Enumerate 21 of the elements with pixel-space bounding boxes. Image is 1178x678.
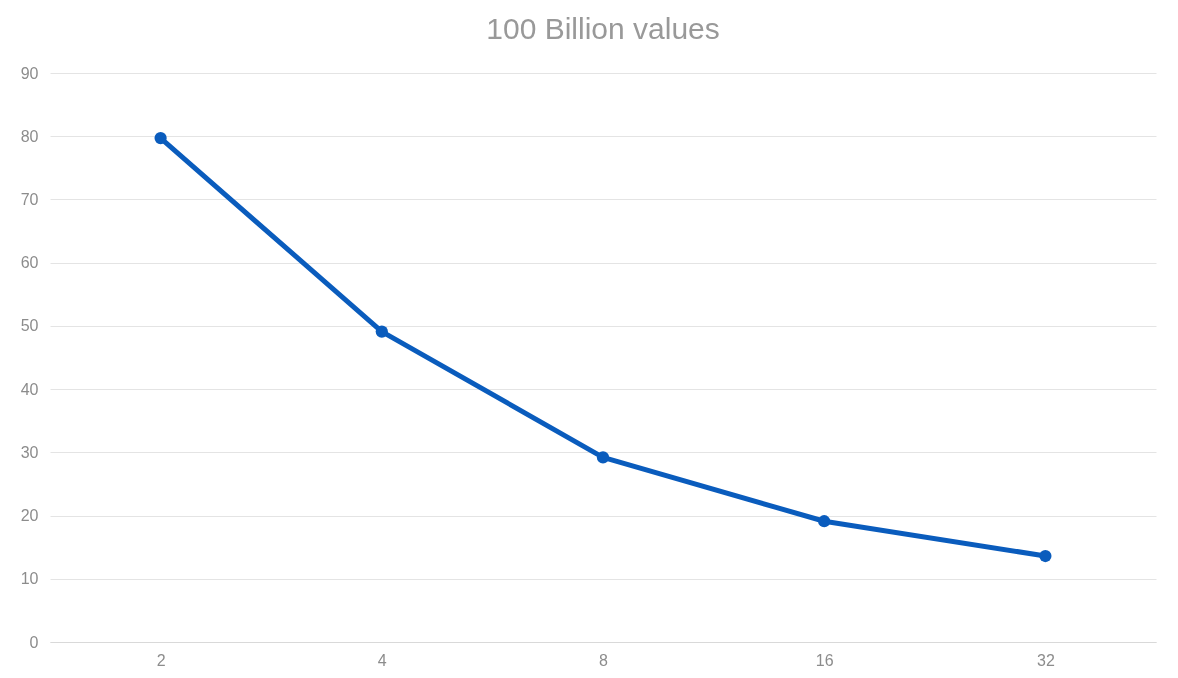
- y-tick-label: 20: [20, 507, 39, 525]
- point: [375, 325, 388, 338]
- point: [154, 132, 167, 145]
- x-tick-label: 2: [156, 651, 166, 669]
- y-tick-label: 10: [20, 570, 39, 588]
- chart-title: 100 Billion values: [486, 12, 720, 45]
- y-tick-label: 30: [20, 443, 39, 461]
- y-tick-label: 80: [20, 127, 39, 145]
- x-tick-label: 8: [599, 651, 609, 669]
- point: [596, 451, 610, 464]
- y-tick-label: 50: [20, 317, 39, 335]
- point: [818, 515, 831, 528]
- y-tick-label: 60: [20, 254, 39, 272]
- y-tick-label: 70: [20, 190, 39, 208]
- y-tick-label: 90: [20, 64, 39, 82]
- x-tick-label: 4: [377, 651, 387, 669]
- point: [1039, 549, 1052, 563]
- y-tick-label: 40: [20, 380, 39, 398]
- x-tick-label: 16: [815, 651, 834, 669]
- y-tick-label: 0: [29, 633, 39, 651]
- x-tick-label: 32: [1037, 651, 1055, 669]
